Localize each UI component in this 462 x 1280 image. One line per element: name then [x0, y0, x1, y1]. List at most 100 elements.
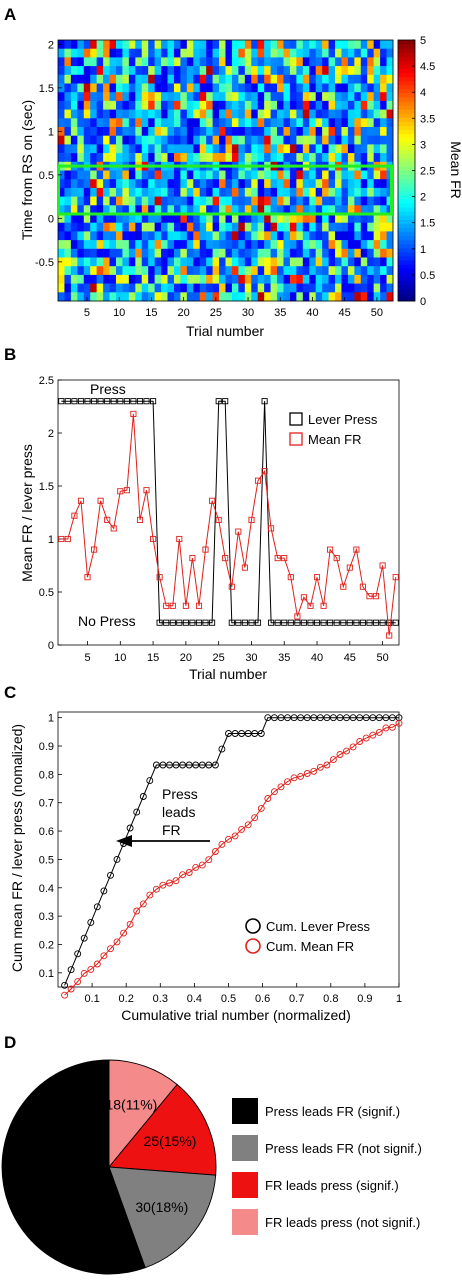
data-point	[107, 945, 114, 953]
colorbar-tick-label: 2	[420, 192, 426, 204]
heatmap-cell	[180, 66, 188, 76]
colorbar-tick-label: 2.5	[420, 166, 435, 178]
heatmap-cell	[360, 57, 368, 67]
data-point	[126, 920, 134, 928]
heatmap-cell	[83, 257, 91, 267]
colorbar-segment	[398, 101, 415, 106]
heatmap-cell	[238, 196, 246, 206]
heatmap-y-label: Time from RS on (sec)	[19, 100, 35, 240]
heatmap-cell	[322, 74, 329, 84]
heatmap-cell	[219, 127, 226, 136]
heatmap-cell	[70, 179, 78, 189]
heatmap-cell	[277, 92, 284, 102]
data-point	[166, 761, 173, 769]
heatmap-cell	[115, 127, 123, 136]
heatmap-cell	[264, 187, 271, 197]
heatmap-cell	[96, 48, 104, 58]
panel-c-x-label: Cumulative trial number (normalized)	[121, 1007, 351, 1023]
heatmap-cell	[193, 274, 201, 284]
data-point	[349, 714, 357, 722]
heatmap-cell	[186, 100, 194, 110]
heatmap-cell	[109, 57, 117, 67]
heatmap-cell	[83, 196, 91, 206]
heatmap-cell	[128, 214, 136, 223]
heatmap-cell	[128, 144, 136, 154]
data-point	[71, 398, 78, 405]
heatmap-cell	[212, 83, 220, 93]
data-point	[225, 835, 232, 843]
heatmap-cell	[341, 179, 349, 189]
heatmap-cell	[251, 274, 259, 284]
heatmap-cell	[251, 240, 259, 250]
heatmap-cell	[103, 266, 110, 276]
heatmap-cell	[186, 127, 194, 136]
heatmap-cell	[186, 74, 194, 84]
heatmap-cell	[77, 266, 85, 276]
data-point	[163, 619, 170, 626]
heatmap-cell	[103, 66, 110, 76]
heatmap-cell	[96, 170, 104, 180]
heatmap-cell	[154, 118, 162, 128]
heatmap-x-ticks: 5 10 15 20 25 30 35 40 45 50	[84, 297, 383, 319]
heatmap-cell	[277, 222, 284, 232]
heatmap-cell	[373, 170, 381, 180]
heatmap-cell	[251, 57, 259, 67]
heatmap-cell	[335, 292, 342, 302]
data-point	[284, 714, 291, 722]
heatmap-cell	[257, 196, 265, 206]
heatmap-cell	[148, 109, 155, 119]
data-point	[152, 761, 160, 769]
heatmap-cell	[212, 205, 220, 215]
heatmap-cell	[257, 83, 265, 93]
colorbar-segment	[398, 56, 415, 61]
heatmap-cell	[109, 187, 117, 197]
heatmap-cell	[283, 127, 291, 136]
heatmap-cell	[322, 100, 329, 110]
heatmap-cell	[315, 257, 323, 267]
heatmap-cell	[360, 170, 368, 180]
heatmap-cell	[77, 92, 85, 102]
heatmap-cell	[77, 187, 85, 197]
heatmap-cell	[161, 83, 168, 93]
x-tick-label: 20	[180, 652, 192, 664]
heatmap-cell	[354, 266, 362, 276]
heatmap-cell	[167, 118, 175, 128]
data-point	[172, 877, 180, 885]
heatmap-cell	[335, 153, 342, 163]
heatmap-cell	[296, 222, 304, 232]
heatmap-cell	[270, 266, 278, 276]
heatmap-cell	[70, 144, 78, 154]
heatmap-cell	[206, 187, 213, 197]
heatmap-cell	[58, 48, 65, 58]
heatmap-cell	[347, 231, 355, 241]
heatmap-cell	[141, 127, 149, 136]
y-tick-label: 0.7	[39, 798, 54, 810]
heatmap-cell	[373, 127, 381, 136]
heatmap-cell	[270, 57, 278, 67]
heatmap-cell	[90, 274, 97, 284]
heatmap-cell	[83, 231, 91, 241]
heatmap-cell	[283, 109, 291, 119]
heatmap-cell	[373, 257, 381, 267]
heatmap-cell	[219, 92, 226, 102]
heatmap-cell	[335, 248, 342, 258]
heatmap-cell	[270, 66, 278, 76]
heatmap-cell	[58, 179, 65, 189]
heatmap-cell	[154, 66, 162, 76]
heatmap-cell	[167, 179, 175, 189]
heatmap-cell	[238, 205, 246, 215]
heatmap-cell	[90, 266, 97, 276]
heatmap-cell	[167, 274, 175, 284]
heatmap-cell	[193, 214, 201, 223]
heatmap-cell	[309, 74, 316, 84]
heatmap-cell	[173, 283, 181, 293]
heatmap-cell	[90, 179, 97, 189]
heatmap-cell	[322, 292, 329, 302]
heatmap-cell	[122, 231, 130, 241]
heatmap-cell	[244, 118, 252, 128]
heatmap-cell	[264, 283, 271, 293]
data-point	[336, 714, 344, 722]
data-point	[382, 724, 390, 732]
heatmap-cell	[96, 57, 104, 67]
heatmap-cell	[322, 274, 329, 284]
